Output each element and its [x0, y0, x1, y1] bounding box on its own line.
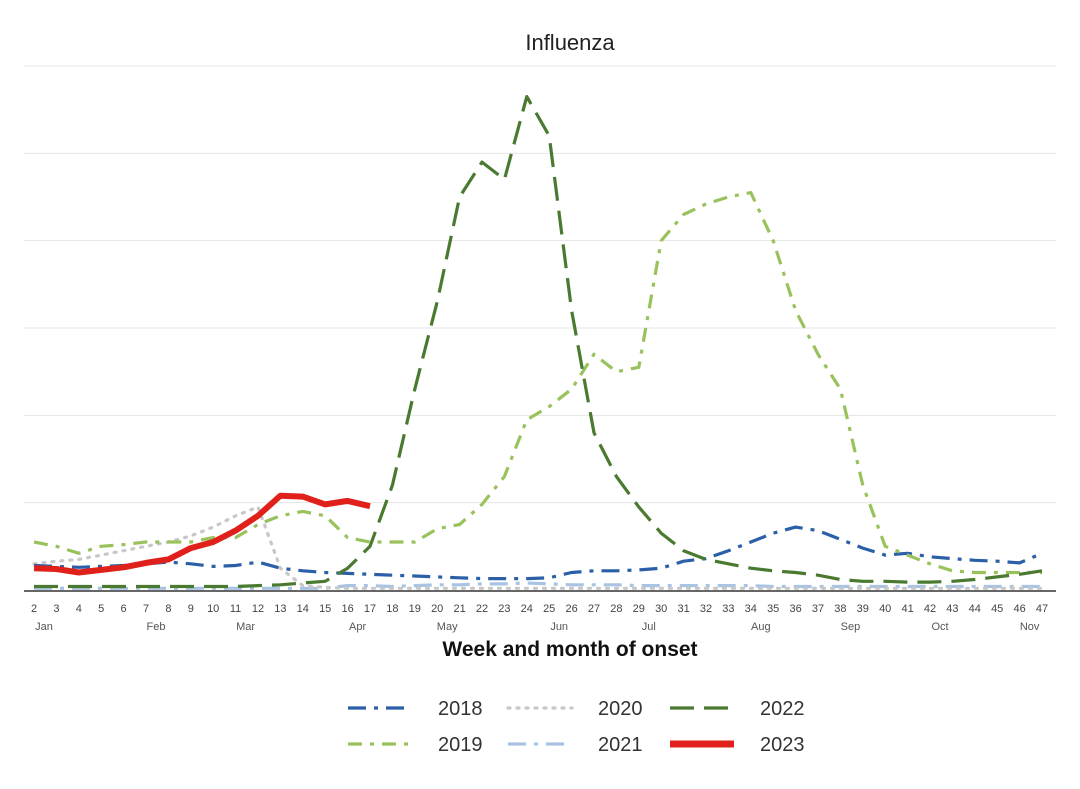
- legend-label-2023: 2023: [760, 734, 805, 756]
- series-lines: [32, 95, 1044, 590]
- x-tick-label: 45: [991, 603, 1003, 615]
- month-label: May: [437, 621, 458, 633]
- grid-lines: [24, 65, 1056, 504]
- x-tick-label: 10: [207, 603, 219, 615]
- x-tick-label: 11: [230, 603, 241, 615]
- month-label: Nov: [1020, 621, 1040, 633]
- x-tick-label: 38: [834, 603, 846, 615]
- x-tick-label: 23: [498, 603, 510, 615]
- x-tick-label: 5: [98, 603, 104, 615]
- series-line-2019: [33, 191, 1042, 575]
- x-tick-label: 9: [188, 603, 194, 615]
- x-tick-label: 18: [386, 603, 398, 615]
- x-tick-label: 26: [565, 603, 577, 615]
- x-tick-label: 8: [165, 603, 171, 615]
- x-tick-label: 21: [453, 603, 465, 615]
- x-tick-label: 33: [722, 603, 734, 615]
- x-tick-label: 47: [1036, 603, 1048, 615]
- x-tick-label: 14: [297, 603, 309, 615]
- month-label: Sep: [841, 621, 861, 633]
- x-tick-label: 6: [121, 603, 127, 615]
- month-label: Feb: [147, 621, 166, 633]
- series-line-2020: [32, 505, 1044, 590]
- x-tick-label: 4: [76, 603, 82, 615]
- x-tick-label: 3: [53, 603, 59, 615]
- x-tick-label: 20: [431, 603, 443, 615]
- x-tick-label: 44: [969, 603, 981, 615]
- x-tick-label: 40: [879, 603, 891, 615]
- x-tick-label: 24: [521, 603, 533, 615]
- x-tick-label: 25: [543, 603, 555, 615]
- month-label: Jan: [35, 621, 53, 633]
- chart-title: Influenza: [525, 30, 615, 55]
- legend-label-2019: 2019: [438, 734, 483, 756]
- x-tick-label: 12: [252, 603, 264, 615]
- month-label: Oct: [931, 621, 948, 633]
- x-tick-label: 39: [857, 603, 869, 615]
- series-line-2022: [34, 95, 1043, 589]
- x-tick-label: 41: [901, 603, 913, 615]
- x-tick-label: 37: [812, 603, 824, 615]
- x-tick-label: 42: [924, 603, 936, 615]
- legend-label-2021: 2021: [598, 734, 643, 756]
- x-axis-label: Week and month of onset: [442, 638, 697, 661]
- x-tick-label: 43: [946, 603, 958, 615]
- x-tick-labels: 2 3 4 5 6 7 8 9 10 11 12 13 14 15 16 17 18 19 20 21 22 23 24 25…: [31, 603, 1048, 615]
- x-tick-label: 35: [767, 603, 779, 615]
- month-label: Jun: [550, 621, 568, 633]
- series-line-2023: [33, 492, 371, 576]
- month-label: Apr: [349, 621, 366, 633]
- x-tick-label: 15: [319, 603, 331, 615]
- x-tick-label: 30: [655, 603, 667, 615]
- series-line-2018: [33, 525, 1043, 581]
- month-labels: Jan Feb Mar Apr May Jun Jul Aug Sep Oct Nov: [35, 621, 1040, 633]
- x-tick-label: 27: [588, 603, 600, 615]
- x-tick-label: 13: [274, 603, 286, 615]
- series-line-2021: [34, 581, 1042, 590]
- month-label: Jul: [642, 621, 656, 633]
- x-tick-label: 34: [745, 603, 757, 615]
- legend-label-2020: 2020: [598, 698, 643, 720]
- x-tick-label: 19: [409, 603, 421, 615]
- x-tick-label: 28: [610, 603, 622, 615]
- legend: 2018 2020 2022 2019 2021 2023: [348, 698, 805, 756]
- x-tick-label: 32: [700, 603, 712, 615]
- x-tick-label: 31: [677, 603, 689, 615]
- x-tick-label: 22: [476, 603, 488, 615]
- x-tick-label: 36: [789, 603, 801, 615]
- x-tick-label: 7: [143, 603, 149, 615]
- legend-label-2022: 2022: [760, 698, 805, 720]
- x-tick-label: 29: [633, 603, 645, 615]
- x-tick-label: 46: [1013, 603, 1025, 615]
- month-label: Aug: [751, 621, 771, 633]
- x-tick-label: 2: [31, 603, 37, 615]
- month-label: Mar: [236, 621, 255, 633]
- legend-label-2018: 2018: [438, 698, 483, 720]
- x-tick-label: 16: [341, 603, 353, 615]
- x-tick-label: 17: [364, 603, 376, 615]
